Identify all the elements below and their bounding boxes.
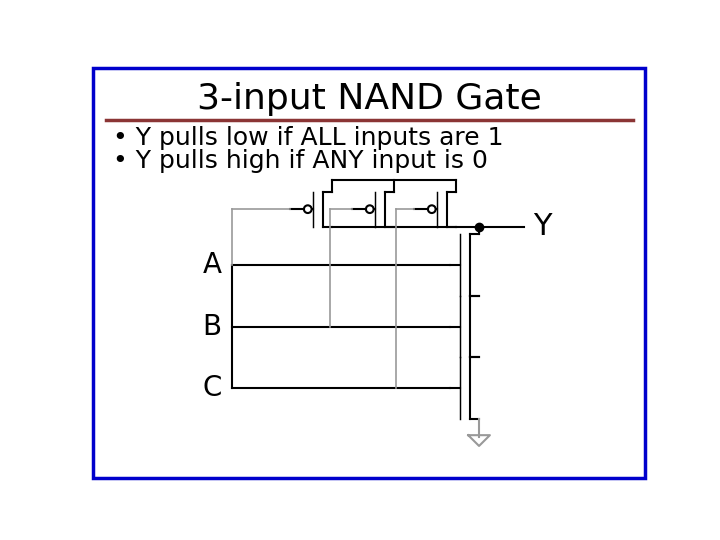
Text: C: C <box>202 374 222 402</box>
Text: Y: Y <box>534 212 552 241</box>
Text: 3-input NAND Gate: 3-input NAND Gate <box>197 83 541 117</box>
Text: • Y pulls low if ALL inputs are 1: • Y pulls low if ALL inputs are 1 <box>113 126 504 150</box>
Text: • Y pulls high if ANY input is 0: • Y pulls high if ANY input is 0 <box>113 149 488 173</box>
Text: B: B <box>202 313 222 341</box>
Text: A: A <box>203 251 222 279</box>
